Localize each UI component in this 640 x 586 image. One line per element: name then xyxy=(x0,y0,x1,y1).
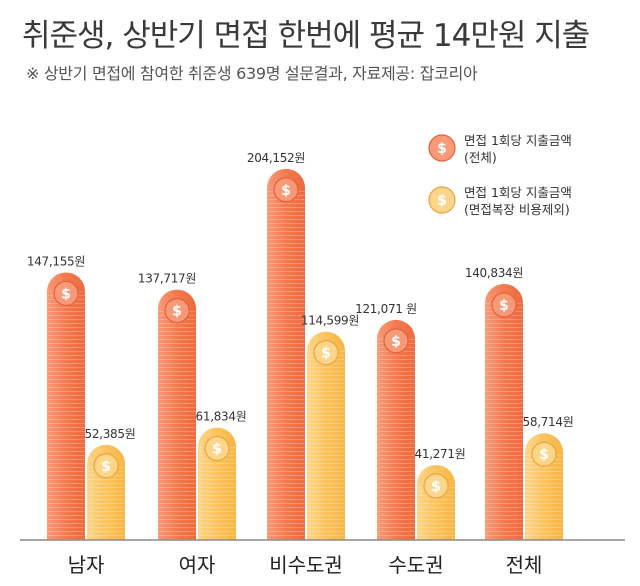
dollar-coin-icon xyxy=(531,441,557,467)
dollar-coin-icon xyxy=(53,280,79,307)
category-label: 남자 xyxy=(68,553,105,577)
value-label: 41,271원 xyxy=(415,447,466,461)
svg-text:$: $ xyxy=(499,298,509,314)
chart-title: 취준생, 상반기 면접 한번에 평균 14만원 지출 xyxy=(22,18,590,54)
value-label: 147,155원 xyxy=(27,254,85,268)
value-label: 58,714원 xyxy=(523,415,574,429)
legend-sublabel: (면접복장 비용제외) xyxy=(464,202,570,217)
dollar-coin-icon xyxy=(428,186,456,214)
value-label: 61,834원 xyxy=(196,410,247,424)
legend-label: 면접 1회당 지출금액 xyxy=(464,133,572,148)
category-label: 수도권 xyxy=(388,553,443,577)
svg-text:$: $ xyxy=(321,346,331,362)
legend-sublabel: (전체) xyxy=(464,150,497,165)
value-label: 140,834원 xyxy=(465,266,523,280)
value-label: 114,599원 xyxy=(301,314,359,328)
legend-label: 면접 1회당 지출금액 xyxy=(464,185,572,200)
category-label: 전체 xyxy=(506,553,543,577)
dollar-coin-icon xyxy=(273,177,299,203)
value-label: 121,071 원 xyxy=(355,302,417,316)
value-label: 52,385원 xyxy=(85,427,136,441)
svg-text:$: $ xyxy=(391,334,401,350)
dollar-coin-icon xyxy=(204,435,230,462)
svg-text:$: $ xyxy=(437,141,447,157)
category-label: 여자 xyxy=(179,553,216,577)
dollar-coin-icon xyxy=(428,134,456,162)
svg-text:$: $ xyxy=(101,459,111,475)
legend: $ 면접 1회당 지출금액 (전체) $ 면접 1회당 지출금액 (면접복장 비용제외) xyxy=(428,133,572,217)
dollar-coin-icon xyxy=(93,453,119,479)
dollar-coin-icon xyxy=(164,298,190,324)
category-label: 비수도권 xyxy=(269,553,343,577)
svg-text:$: $ xyxy=(431,479,441,495)
dollar-coin-icon xyxy=(423,473,449,499)
svg-text:$: $ xyxy=(281,183,291,199)
dollar-coin-icon xyxy=(383,328,409,354)
dollar-coin-icon xyxy=(313,340,339,366)
chart-subtitle: ※ 상반기 면접에 참여한 취준생 639명 설문결과, 자료제공: 잡코리아 xyxy=(26,64,478,83)
dollar-coin-icon xyxy=(491,292,517,318)
svg-text:$: $ xyxy=(539,447,549,463)
value-label: 137,717원 xyxy=(138,272,196,286)
svg-text:$: $ xyxy=(212,442,222,458)
svg-text:$: $ xyxy=(437,193,447,209)
svg-text:$: $ xyxy=(61,286,71,302)
value-label: 204,152원 xyxy=(247,151,305,165)
svg-text:$: $ xyxy=(172,304,182,320)
